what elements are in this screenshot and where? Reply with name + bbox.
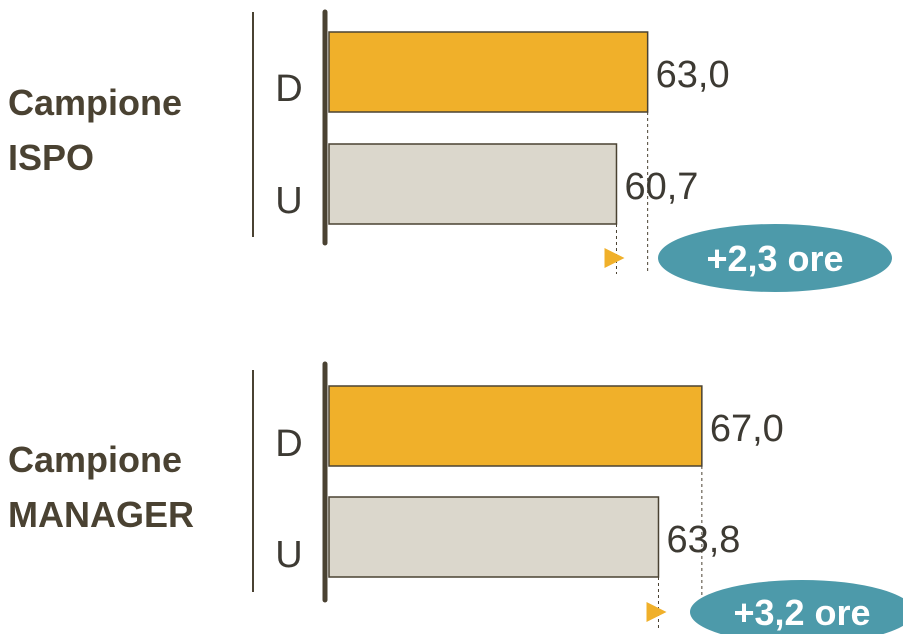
group-label-line: ISPO	[8, 137, 94, 178]
category-label: U	[275, 180, 302, 222]
group-label-line: MANAGER	[8, 494, 194, 535]
arrow-marker-icon	[646, 602, 667, 622]
difference-label: +3,2 ore	[733, 592, 870, 633]
category-label: D	[275, 68, 302, 110]
arrow-marker-icon	[604, 248, 625, 268]
value-label: 63,0	[656, 54, 730, 96]
difference-badge	[658, 224, 892, 292]
bar-d	[328, 385, 703, 467]
bar-u	[328, 143, 618, 225]
category-label: D	[275, 423, 302, 465]
category-label: U	[275, 534, 302, 576]
bar-u	[328, 496, 660, 578]
difference-label: +2,3 ore	[706, 238, 843, 279]
group-label-line: Campione	[8, 439, 182, 480]
value-label: 67,0	[710, 408, 784, 450]
value-label: 60,7	[624, 166, 698, 208]
value-label: 63,8	[666, 519, 740, 561]
difference-badge	[690, 580, 903, 634]
group-label-line: Campione	[8, 82, 182, 123]
bar-d	[328, 31, 649, 113]
